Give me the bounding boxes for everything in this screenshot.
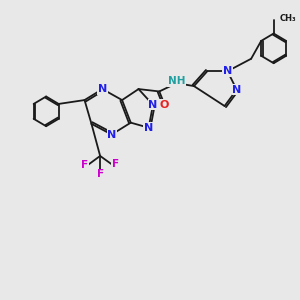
Text: F: F — [97, 169, 104, 179]
Text: NH: NH — [168, 76, 185, 86]
Text: F: F — [112, 159, 119, 169]
Text: CH₃: CH₃ — [280, 14, 297, 23]
Text: N: N — [232, 85, 241, 95]
Text: N: N — [148, 100, 158, 110]
Text: N: N — [144, 123, 153, 133]
Text: N: N — [223, 66, 232, 76]
Text: N: N — [107, 130, 116, 140]
Text: O: O — [160, 100, 169, 110]
Text: N: N — [98, 84, 107, 94]
Text: F: F — [81, 160, 88, 170]
